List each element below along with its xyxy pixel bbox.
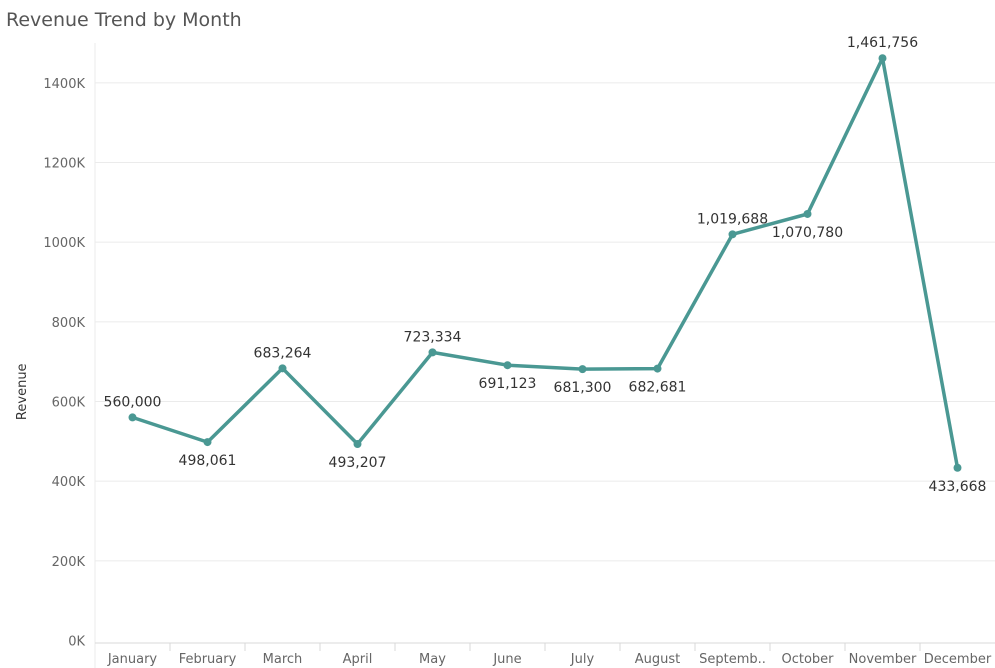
chart-title: Revenue Trend by Month	[6, 9, 242, 31]
data-label: 433,668	[929, 479, 987, 495]
data-label: 723,334	[404, 329, 462, 345]
data-point	[953, 463, 962, 472]
x-tick-label: February	[179, 652, 237, 667]
y-tick-label: 0K	[68, 635, 85, 650]
data-label: 682,681	[629, 380, 687, 396]
data-point	[578, 365, 587, 374]
x-tick-label: January	[107, 652, 158, 667]
label-layer: 560,000 498,061 683,264 493,207 723,334 691,1…	[104, 35, 987, 495]
y-tick-label: 600K	[52, 396, 86, 411]
y-tick-label: 400K	[52, 475, 86, 490]
data-point	[203, 438, 212, 447]
x-tick-label: December	[924, 652, 992, 667]
series-layer	[128, 54, 962, 472]
y-tick-label: 200K	[52, 555, 86, 570]
x-tick-label: October	[781, 652, 834, 667]
data-point	[503, 361, 512, 370]
x-tick-label: August	[635, 652, 681, 667]
data-label: 493,207	[329, 455, 387, 471]
y-tick-label: 1200K	[43, 157, 85, 172]
data-label: 560,000	[104, 394, 162, 410]
data-point	[653, 364, 662, 373]
data-point	[878, 54, 887, 63]
x-tick-label: Septemb..	[699, 652, 766, 667]
data-label: 683,264	[254, 345, 312, 361]
data-point	[803, 209, 812, 218]
y-tick-label: 1400K	[43, 77, 85, 92]
data-point	[353, 440, 362, 449]
data-point	[128, 413, 137, 422]
series-line	[130, 56, 960, 470]
data-point	[278, 364, 287, 373]
y-tick-label: 800K	[52, 316, 86, 331]
axis-layer: 0K 200K 400K 600K 800K 1000K 1200K 1400K January…	[15, 43, 995, 668]
y-axis-title: Revenue	[15, 363, 30, 420]
data-point	[728, 230, 737, 239]
data-label: 1,461,756	[847, 35, 918, 51]
data-label: 1,070,780	[772, 225, 843, 241]
data-label: 1,019,688	[697, 211, 768, 227]
data-label: 681,300	[554, 380, 612, 396]
x-tick-label: November	[849, 652, 917, 667]
x-tick-label: June	[492, 652, 521, 667]
x-tick-label: May	[419, 652, 446, 667]
data-label: 691,123	[479, 376, 537, 392]
grid-layer	[95, 82, 995, 562]
y-tick-label: 1000K	[43, 236, 85, 251]
data-point	[428, 348, 437, 357]
x-tick-label: April	[343, 652, 373, 667]
x-tick-label: March	[263, 652, 303, 667]
data-label: 498,061	[179, 453, 237, 469]
x-tick-label: July	[570, 652, 595, 667]
